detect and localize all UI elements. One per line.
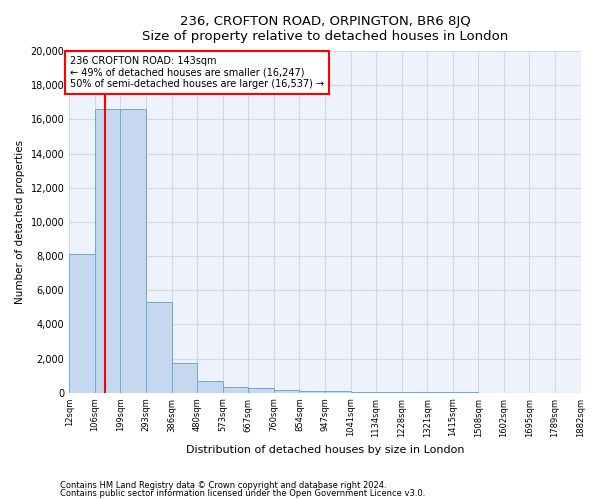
Bar (223, 386, 248, 392)
Bar (299, 391, 325, 392)
Y-axis label: Number of detached properties: Number of detached properties (15, 140, 25, 304)
Text: Contains public sector information licensed under the Open Government Licence v3: Contains public sector information licen… (60, 489, 425, 498)
Bar (248, 388, 274, 392)
Text: 236 CROFTON ROAD: 143sqm
← 49% of detached houses are smaller (16,247)
50% of se: 236 CROFTON ROAD: 143sqm ← 49% of detach… (70, 56, 324, 90)
X-axis label: Distribution of detached houses by size in London: Distribution of detached houses by size … (185, 445, 464, 455)
Bar (146, 302, 172, 392)
Bar (274, 390, 299, 392)
Bar (95, 109, 121, 393)
Bar (172, 363, 197, 392)
Bar (121, 109, 146, 393)
Bar (197, 380, 223, 392)
Bar (69, 254, 95, 392)
Title: 236, CROFTON ROAD, ORPINGTON, BR6 8JQ
Size of property relative to detached hous: 236, CROFTON ROAD, ORPINGTON, BR6 8JQ Si… (142, 15, 508, 43)
Text: Contains HM Land Registry data © Crown copyright and database right 2024.: Contains HM Land Registry data © Crown c… (60, 480, 386, 490)
